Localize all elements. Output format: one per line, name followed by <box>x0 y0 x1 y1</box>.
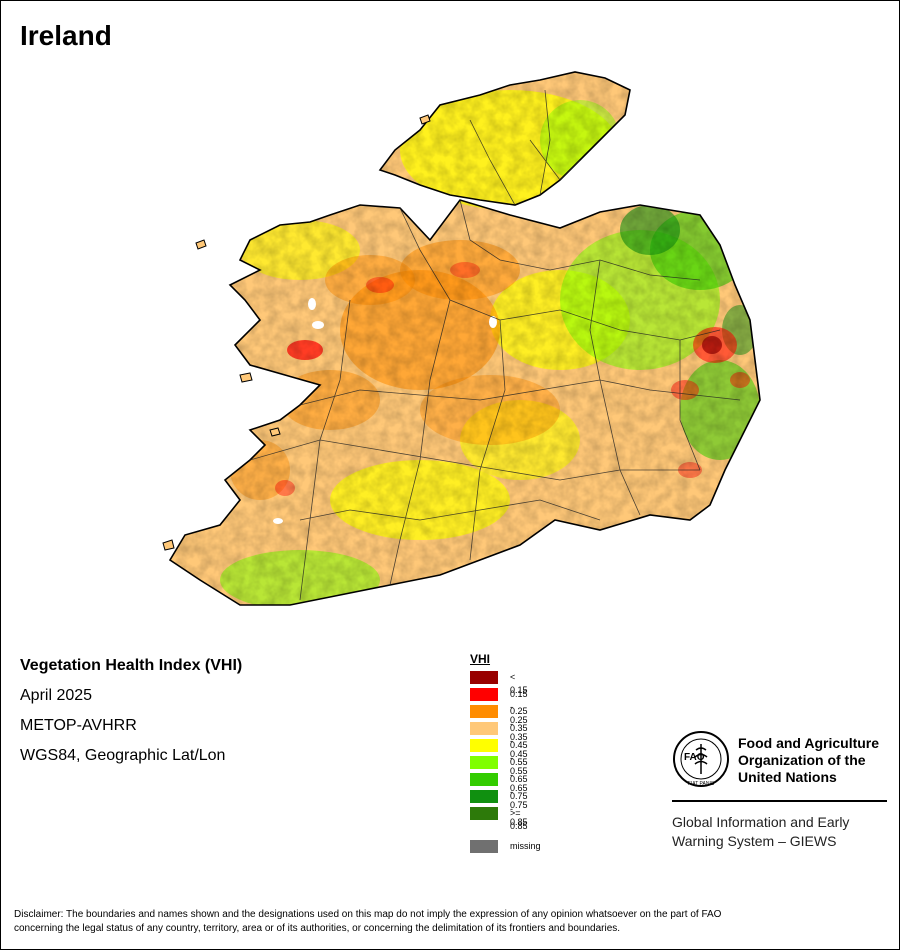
period: April 2025 <box>20 687 93 704</box>
sensor: METOP-AVHRR <box>20 717 137 734</box>
vhi-raster <box>170 72 760 605</box>
giews-line: Global Information and Early <box>672 814 850 830</box>
legend-swatch <box>470 807 498 820</box>
fao-name-line: Organization of the <box>738 752 866 768</box>
projection: WGS84, Geographic Lat/Lon <box>20 747 226 764</box>
legend-swatch <box>470 739 498 752</box>
legend-item: 0.45 - 0.55 <box>470 738 528 776</box>
giews-name: Global Information and Early Warning Sys… <box>672 813 849 851</box>
product-name: Vegetation Health Index (VHI) <box>20 657 243 674</box>
legend-item: 0.75 - 0.85 <box>470 789 528 827</box>
fao-name: Food and Agriculture Organization of the… <box>738 735 879 786</box>
fao-name-line: United Nations <box>738 769 837 785</box>
legend-item: < 0.15 <box>470 670 528 695</box>
legend-swatch <box>470 840 498 853</box>
coastline <box>168 71 761 606</box>
logo-letter-f: FAO <box>684 752 705 763</box>
legend-label: >= 0.85 <box>510 808 528 831</box>
legend-swatch <box>470 705 498 718</box>
legend-swatch <box>470 722 498 735</box>
map-info: Vegetation Health Index (VHI) April 2025… <box>20 656 242 776</box>
legend-label: 0.15 - 0.25 <box>510 689 528 725</box>
divider <box>672 800 887 802</box>
legend-label: < 0.15 <box>510 672 528 695</box>
legend-item: 0.65 - 0.75 <box>470 772 528 810</box>
fao-logo-icon: FAO FIAT PANIS <box>673 731 729 787</box>
map-title: Ireland <box>20 20 112 51</box>
legend-label: missing <box>510 841 541 851</box>
fao-name-line: Food and Agriculture <box>738 735 880 751</box>
legend-item: 0.25 - 0.35 <box>470 704 528 742</box>
legend-label: 0.45 - 0.55 <box>510 740 528 776</box>
disclaimer-line: concerning the legal status of any count… <box>14 923 621 934</box>
legend-item-missing: missing <box>470 839 541 856</box>
legend-label: 0.55 - 0.65 <box>510 757 528 793</box>
giews-line: Warning System – GIEWS <box>672 833 837 849</box>
legend-item: >= 0.85 <box>470 806 528 831</box>
county-boundaries <box>249 89 741 601</box>
legend-item: 0.55 - 0.65 <box>470 755 528 793</box>
legend-swatch <box>470 790 498 803</box>
legend-swatch <box>470 688 498 701</box>
legend-item: 0.35 - 0.45 <box>470 721 528 759</box>
legend-label: 0.75 - 0.85 <box>510 791 528 827</box>
vhi-map <box>162 71 761 606</box>
legend-title: VHI <box>470 652 491 666</box>
disclaimer-line: Disclaimer: The boundaries and names sho… <box>14 909 722 920</box>
disclaimer: Disclaimer: The boundaries and names sho… <box>14 908 874 936</box>
legend-swatch <box>470 671 498 684</box>
legend-label: 0.25 - 0.35 <box>510 706 528 742</box>
legend-swatch <box>470 773 498 786</box>
legend-item: 0.15 - 0.25 <box>470 687 528 725</box>
logo-motto: FIAT PANIS <box>688 781 715 787</box>
legend-label: 0.35 - 0.45 <box>510 723 528 759</box>
legend-label: 0.65 - 0.75 <box>510 774 528 810</box>
legend: VHI < 0.15 0.15 - 0.25 0.25 - 0.35 0.35 … <box>470 652 541 856</box>
offshore-islands <box>162 114 431 551</box>
legend-swatch <box>470 756 498 769</box>
